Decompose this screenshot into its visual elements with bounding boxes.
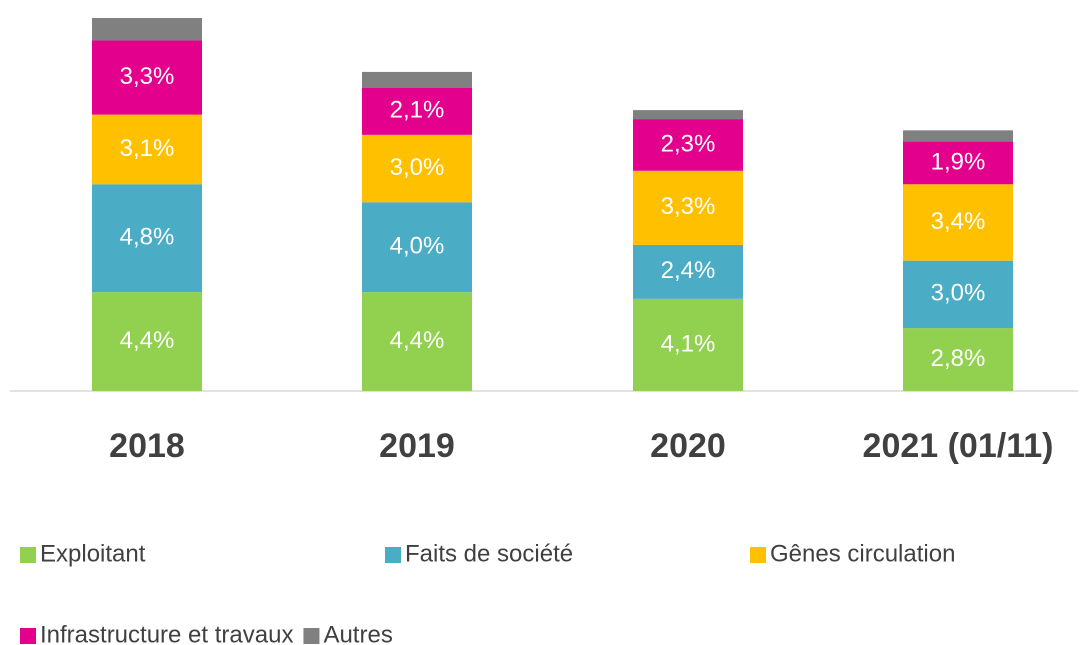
- data-label: 4,1%: [661, 330, 716, 357]
- bar-segment: [362, 292, 472, 391]
- bar-segment: [362, 87, 472, 135]
- bar-segment: [92, 292, 202, 391]
- data-label: 4,8%: [120, 224, 175, 251]
- data-label: 1,9%: [931, 148, 986, 175]
- data-label: 2,1%: [390, 97, 445, 124]
- legend-label: Faits de société: [405, 540, 573, 567]
- bar-segment: [903, 141, 1013, 185]
- legend-swatch: [20, 547, 36, 563]
- bar-segment: [903, 130, 1013, 142]
- bar-segment: [633, 119, 743, 171]
- bar-segment: [362, 134, 472, 203]
- data-label: 2,4%: [661, 257, 716, 284]
- bar-segment: [92, 114, 202, 185]
- legend-label: Autres: [323, 621, 392, 645]
- data-label: 3,0%: [390, 154, 445, 181]
- legend-swatch: [303, 628, 320, 644]
- bar-segment: [633, 244, 743, 299]
- legend-swatch: [385, 547, 401, 563]
- data-label: 4,0%: [390, 233, 445, 260]
- data-label: 3,4%: [931, 208, 986, 235]
- bar-segment: [903, 260, 1013, 329]
- data-label: 4,4%: [390, 327, 445, 354]
- x-tick-label: 2018: [109, 427, 185, 465]
- bar-segment: [92, 17, 202, 41]
- bar-segment: [362, 71, 472, 88]
- legend-label: Exploitant: [40, 540, 146, 567]
- x-tick-label: 2021 (01/11): [863, 427, 1054, 465]
- bar-segment: [362, 202, 472, 293]
- data-label: 3,3%: [120, 63, 175, 90]
- data-label: 2,3%: [661, 130, 716, 157]
- x-tick-label: 2019: [379, 427, 455, 465]
- bar-segment: [903, 184, 1013, 261]
- bar-segment: [92, 184, 202, 293]
- data-label: 2,8%: [931, 345, 986, 372]
- legend-label: Infrastructure et travaux: [40, 621, 293, 645]
- legend-label: Gênes circulation: [770, 540, 955, 567]
- data-label: 3,3%: [661, 193, 716, 220]
- bar-segment: [903, 328, 1013, 391]
- x-tick-label: 2020: [650, 427, 726, 465]
- bar-segment: [92, 40, 202, 115]
- bar-segment: [633, 170, 743, 245]
- data-label: 3,0%: [931, 280, 986, 307]
- legend-swatch: [750, 547, 766, 563]
- data-label: 4,4%: [120, 327, 175, 354]
- bar-segment: [633, 298, 743, 391]
- data-label: 3,1%: [120, 135, 175, 162]
- legend-swatch: [20, 628, 36, 644]
- bar-segment: [633, 110, 743, 120]
